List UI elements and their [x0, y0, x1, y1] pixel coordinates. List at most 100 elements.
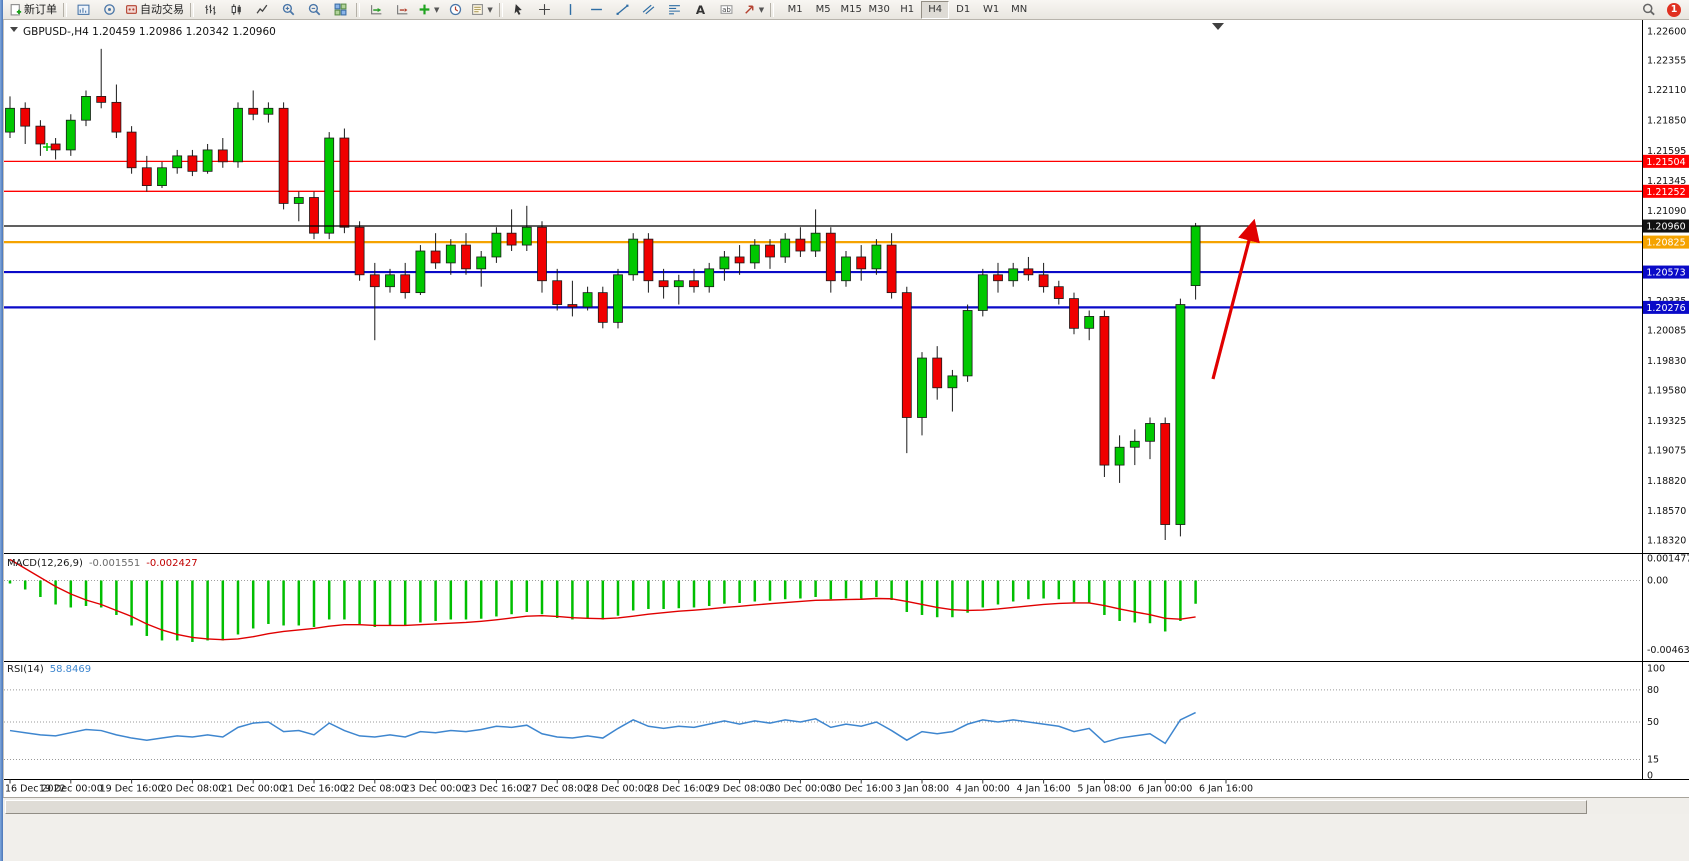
new-order-button[interactable]: 新订单	[6, 0, 60, 19]
price-tick-label: 1.19830	[1647, 356, 1686, 367]
period-clock-button[interactable]	[442, 0, 468, 19]
toolbar-separator	[63, 2, 67, 17]
zoom-in-button[interactable]	[275, 0, 301, 19]
chart-area[interactable]: GBPUSD-,H4 1.20459 1.20986 1.20342 1.209…	[0, 19, 1689, 797]
trendline-tool-button[interactable]	[610, 0, 636, 19]
search-icon	[1642, 3, 1655, 16]
rsi-line	[9, 711, 1196, 745]
candle	[521, 205, 532, 252]
horizontal-line-tool-button[interactable]	[584, 0, 610, 19]
time-tick-label: 16 Dec 2022	[5, 784, 66, 795]
trend-icon	[616, 4, 629, 15]
crosshair-tool-button[interactable]	[532, 0, 558, 19]
candle	[141, 155, 152, 192]
candle	[1069, 292, 1079, 335]
timeframe-button-m30[interactable]: M30	[868, 4, 890, 15]
timeframe-button-m15[interactable]: M15	[840, 4, 862, 15]
price-tick-label: 1.20085	[1647, 326, 1686, 337]
plus-green-icon	[419, 4, 430, 15]
time-tick-label: 19 Dec 16:00	[100, 784, 164, 795]
one-click-trading-toggle[interactable]	[10, 27, 18, 32]
timeframe-button-h4[interactable]: H4	[921, 0, 950, 19]
shift-icon	[396, 5, 407, 15]
price-tick-label: 1.18320	[1647, 536, 1686, 547]
macd-histogram	[8, 580, 1197, 642]
rsi-scale-label: 0	[1647, 771, 1653, 782]
algo-trading-icon-button[interactable]	[96, 0, 122, 19]
line-chart-button[interactable]	[249, 0, 275, 19]
add-indicator-button[interactable]: ▼	[415, 0, 442, 19]
dropdown-caret-icon: ▼	[758, 5, 765, 14]
time-tick-label: 28 Dec 00:00	[586, 784, 650, 795]
tile-windows-button[interactable]	[327, 0, 353, 19]
candle	[704, 262, 715, 293]
timeframe-button-w1[interactable]: W1	[983, 4, 1000, 15]
vline-icon	[570, 4, 572, 15]
svg-text:1.21252: 1.21252	[1646, 187, 1685, 198]
auto-scroll-button[interactable]	[363, 0, 389, 19]
time-tick-label: 22 Dec 08:00	[343, 784, 407, 795]
candle	[96, 48, 107, 109]
vertical-line-tool-button[interactable]	[558, 0, 584, 19]
candle	[765, 239, 775, 269]
dropdown-caret-icon: ▼	[487, 5, 493, 14]
notification-badge[interactable]: 1	[1667, 2, 1681, 17]
price-tick-label: 1.22355	[1647, 56, 1686, 67]
auto-trading-button[interactable]: 自动交易	[122, 0, 187, 19]
candle	[278, 102, 289, 210]
candle	[263, 102, 274, 123]
time-tick-label: 3 Jan 08:00	[895, 784, 949, 795]
time-tick-label: 4 Jan 16:00	[1017, 784, 1071, 795]
svg-text:1.21504: 1.21504	[1646, 157, 1685, 168]
arrows-tool-button[interactable]: ▼	[740, 0, 767, 19]
time-tick-label: 23 Dec 00:00	[404, 784, 468, 795]
timeframe-button-h1[interactable]: H1	[900, 4, 915, 15]
new-order-button-label: 新订单	[24, 3, 57, 16]
timeframe-button-d1[interactable]: D1	[956, 4, 971, 15]
macd-label: MACD(12,26,9) -0.001551 -0.002427	[7, 558, 198, 569]
scrollbar-thumb[interactable]	[5, 800, 1587, 814]
label-tool-button[interactable]: ab	[714, 0, 740, 19]
window-left-border	[0, 0, 3, 861]
timeframe-button-m1[interactable]: M1	[787, 4, 803, 15]
depth-of-market-button[interactable]	[70, 0, 96, 19]
candle	[461, 233, 471, 275]
plus-marker[interactable]	[43, 143, 51, 151]
channel-tool-button[interactable]	[636, 0, 662, 19]
price-tick-label: 1.18570	[1647, 506, 1686, 517]
price-tick-label: 1.21595	[1647, 146, 1686, 157]
search-button[interactable]	[1635, 0, 1661, 19]
candle	[111, 84, 122, 139]
fibonacci-tool-button[interactable]	[662, 0, 688, 19]
price-badge: 1.20960	[1643, 219, 1689, 233]
textA-icon: A	[696, 3, 706, 16]
timeframe-button-m5[interactable]: M5	[815, 4, 831, 15]
time-tick-label: 20 Dec 08:00	[160, 784, 224, 795]
cursor-tool-button[interactable]	[506, 0, 532, 19]
zoom-out-button[interactable]	[301, 0, 327, 19]
candle	[567, 280, 578, 317]
time-tick-label: 23 Dec 16:00	[464, 784, 528, 795]
chart-shift-button[interactable]	[389, 0, 415, 19]
horizontal-scrollbar[interactable]	[3, 797, 1689, 814]
time-tick-label: 19 Dec 00:00	[39, 784, 103, 795]
timeframe-group: M1 M5 M15 M30 H1 H4 D1 W1 MN	[781, 0, 1033, 19]
bar-chart-button[interactable]	[197, 0, 223, 19]
price-tick-label: 1.19325	[1647, 416, 1686, 427]
buy-signal-arrow[interactable]	[1211, 218, 1260, 380]
candle	[841, 251, 851, 287]
macd-scale-label: 0.00	[1647, 576, 1668, 587]
candle	[734, 245, 745, 275]
candlestick-chart-button[interactable]	[223, 0, 249, 19]
zoom-out-icon	[308, 3, 320, 16]
templates-button[interactable]: ▼	[468, 0, 495, 19]
timeframe-button-mn[interactable]: MN	[1011, 4, 1028, 15]
candle	[157, 161, 167, 188]
candle	[324, 132, 335, 240]
chart-shift-marker[interactable]	[1212, 23, 1224, 30]
text-tool-button[interactable]: A	[688, 0, 714, 19]
candle	[385, 268, 395, 293]
bars-icon	[204, 4, 216, 15]
candle	[172, 149, 183, 174]
